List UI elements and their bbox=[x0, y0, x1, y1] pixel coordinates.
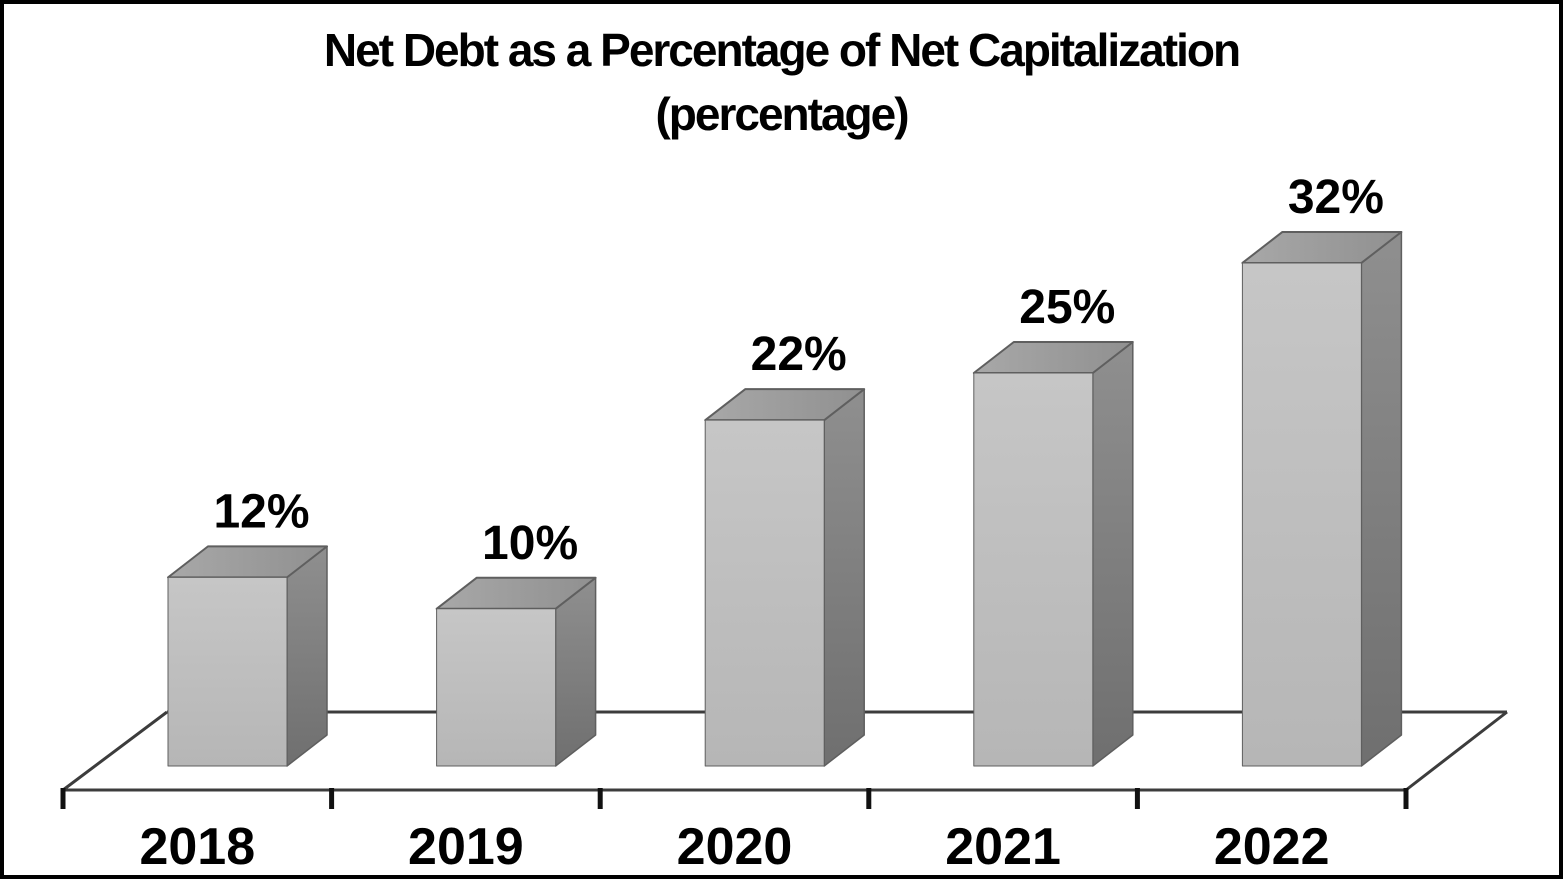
chart-title-line-1: Net Debt as a Percentage of Net Capitali… bbox=[323, 24, 1241, 76]
bar-side-face bbox=[286, 545, 328, 767]
bar-value-label: 12% bbox=[213, 485, 309, 538]
category-label: 2019 bbox=[408, 818, 524, 876]
bar-front-face bbox=[436, 608, 557, 767]
bar-side-face bbox=[554, 577, 597, 767]
bar-value-label: 25% bbox=[1019, 281, 1115, 334]
bar-value-label: 32% bbox=[1288, 171, 1384, 224]
floor-right-edge bbox=[1405, 710, 1508, 792]
bar-value-label: 22% bbox=[751, 328, 847, 381]
chart-title-line-2: (percentage) bbox=[655, 88, 909, 140]
bar-side-face bbox=[1360, 231, 1403, 767]
category-label: 2021 bbox=[945, 818, 1061, 876]
bar-side-face bbox=[1092, 341, 1134, 767]
bar-chart-canvas: 12% 10% 22% 25% 32% 2018 2019 2020 2021 2022 bbox=[60, 171, 1508, 876]
bar-front-face bbox=[704, 419, 825, 767]
category-label: 2022 bbox=[1214, 818, 1330, 876]
floor-left-edge bbox=[62, 710, 168, 792]
bar-value-label: 10% bbox=[482, 517, 578, 570]
bar-front-face bbox=[167, 576, 288, 767]
bar-front-face bbox=[973, 372, 1094, 767]
category-label: 2020 bbox=[677, 818, 793, 876]
bar-side-face bbox=[823, 388, 865, 767]
bar-front-face bbox=[1241, 262, 1362, 767]
category-label: 2018 bbox=[139, 818, 255, 876]
